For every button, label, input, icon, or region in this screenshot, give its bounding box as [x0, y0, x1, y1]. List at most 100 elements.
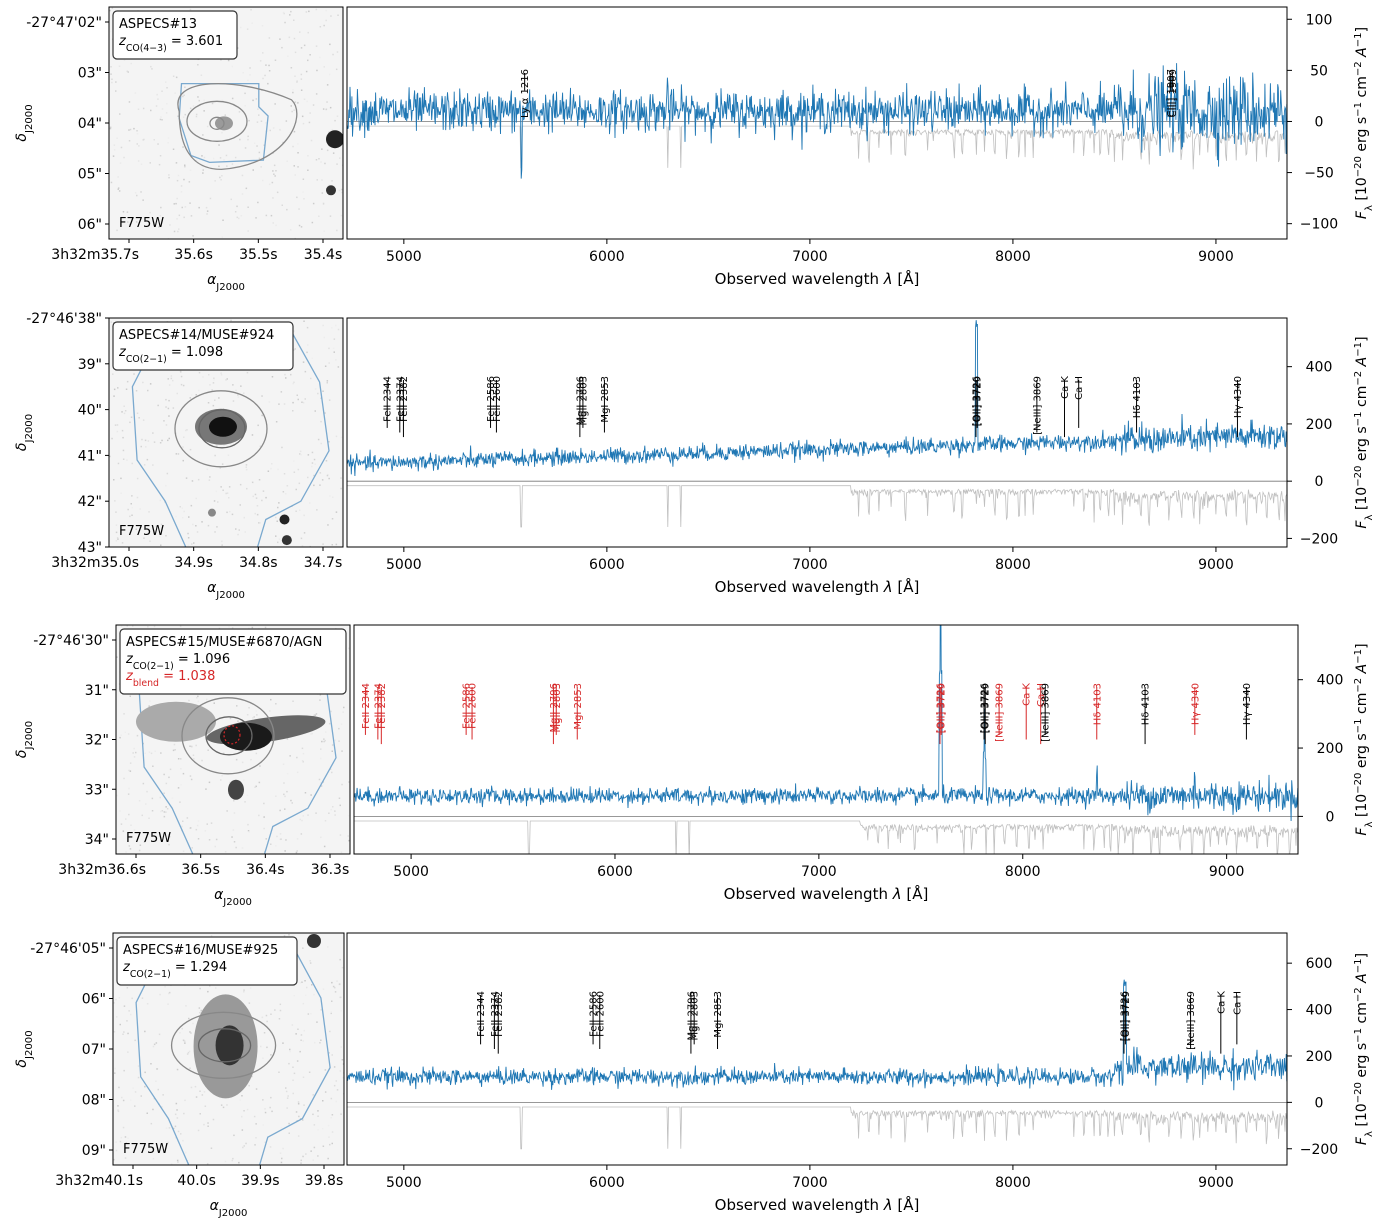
dec-tick-label: 33" [85, 782, 109, 798]
thumbnail-frame [108, 317, 344, 548]
galaxy [215, 1025, 244, 1066]
x-tick-label: 7000 [792, 1175, 828, 1191]
y-tick-label: 400 [1306, 1003, 1333, 1019]
line-marker-label: FeII 2344 [361, 683, 372, 729]
dec-tick-label: 08" [82, 1093, 106, 1109]
y-tick-label: 100 [1306, 12, 1333, 28]
x-tick-label: 6000 [589, 557, 625, 573]
thumbnail-1: ASPECS#13 zCO(4−3) = 3.601 F775W -27°47'02"… [14, 6, 344, 293]
y-tick-label: −200 [1300, 531, 1338, 547]
neighbour-source [227, 779, 244, 800]
co-contour-outer [181, 697, 275, 775]
dec-tick-label: 39" [78, 357, 102, 373]
label-box [116, 936, 298, 986]
line-marker-label: [OII] 3729 [937, 683, 948, 733]
redshift-label: zCO(2−1) = 1.098 [118, 345, 223, 365]
dec-axis-label: δJ2000 [14, 1030, 35, 1067]
panel-1: ASPECS#13 zCO(4−3) = 3.601 F775W -27°47'02"… [14, 6, 1375, 293]
spectrum-frame [346, 932, 1288, 1166]
line-marker-label: CIII] 1907 [1166, 69, 1177, 117]
line-marker-label: MgII 2803 [690, 991, 701, 1041]
ra-axis-label: αJ2000 [214, 887, 252, 908]
x-tick-label: 6000 [589, 249, 625, 265]
ra-tick-label: 35.4s [304, 247, 342, 263]
thumbnail-4: ASPECS#16/MUSE#925 zCO(2−1) = 1.294 F775W -… [14, 932, 345, 1219]
panel-2: ASPECS#14/MUSE#924 zCO(2−1) = 1.098 F775W -… [14, 311, 1375, 601]
x-tick-label: 6000 [597, 864, 633, 880]
dec-tick-label: -27°46'05" [30, 941, 106, 957]
x-axis-label: Observed wavelength λ [Å] [724, 884, 929, 903]
ra-tick-label: 3h32m40.1s [55, 1173, 143, 1189]
neighbour-source [281, 535, 292, 546]
line-marker-label: CIII] 1909 [1168, 69, 1179, 117]
y-tick-label: 0 [1315, 114, 1324, 130]
line-marker-label: Hγ 4340 [1190, 683, 1201, 725]
dec-axis-label: δJ2000 [14, 721, 35, 758]
dec-tick-label: 41" [78, 448, 102, 464]
line-marker-label: FeII 2586 [486, 376, 497, 422]
ra-axis-label: αJ2000 [207, 580, 245, 601]
line-marker-label: MgII 2796 [575, 376, 586, 426]
co-contour-inner [209, 116, 225, 130]
line-marker-label: Ca H [1232, 991, 1243, 1015]
ra-tick-label: 39.8s [305, 1173, 343, 1189]
ra-tick-label: 39.9s [241, 1173, 279, 1189]
x-tick-label: 9000 [1209, 864, 1245, 880]
line-marker-label: MgII 2796 [549, 683, 560, 733]
redshift-label: zCO(4−3) = 3.601 [118, 34, 223, 54]
co-contour-outer [177, 82, 298, 171]
x-axis-label: Observed wavelength λ [Å] [715, 269, 920, 288]
line-marker-label: Ly α 1216 [520, 69, 531, 118]
line-marker-label: FeII 2382 [494, 991, 505, 1037]
dec-tick-label: 34" [85, 832, 109, 848]
y-tick-label: 600 [1306, 956, 1333, 972]
x-tick-label: 5000 [386, 1175, 422, 1191]
noise-spectrum [347, 485, 1287, 528]
x-tick-label: 9000 [1198, 557, 1234, 573]
line-marker-label: [OII] 3729 [981, 683, 992, 733]
neighbour-source [326, 185, 336, 196]
noise-spectrum [347, 125, 1287, 170]
line-marker-label: Ca H [1036, 683, 1047, 707]
x-tick-label: 7000 [792, 557, 828, 573]
line-marker-label: FeII 2586 [589, 991, 600, 1037]
line-marker-label: FeII 2382 [399, 376, 410, 422]
line-marker-label: MgI 2853 [600, 376, 611, 423]
dec-tick-label: 42" [78, 494, 102, 510]
y-axis-label: Fλ [10−20 erg s−1 cm−2 A−1] [1353, 27, 1375, 219]
line-marker-label: FeII 2600 [595, 991, 606, 1037]
neighbour-source [279, 514, 290, 525]
y-axis-label: Fλ [10−20 erg s−1 cm−2 A−1] [1353, 643, 1375, 835]
object-id-label: ASPECS#15/MUSE#6870/AGN [126, 635, 322, 650]
x-tick-label: 5000 [386, 557, 422, 573]
galaxy [219, 722, 272, 751]
line-marker-label: Hδ 4103 [1132, 376, 1143, 418]
dec-tick-label: -27°46'30" [33, 633, 109, 649]
x-tick-label: 7000 [801, 864, 837, 880]
dec-tick-label: 32" [85, 733, 109, 749]
dec-tick-label: 07" [82, 1042, 106, 1058]
x-tick-label: 8000 [995, 1175, 1031, 1191]
x-tick-label: 8000 [995, 249, 1031, 265]
line-marker-label: MgI 2853 [573, 683, 584, 730]
line-marker-label: Ca H [1074, 376, 1085, 400]
dec-tick-label: -27°46'38" [26, 311, 102, 327]
line-marker-label: FeII 2586 [462, 683, 473, 729]
filter-label: F775W [123, 1142, 168, 1157]
blend-region [223, 725, 241, 745]
spectrum-frame [346, 317, 1288, 548]
x-axis-label: Observed wavelength λ [Å] [715, 577, 920, 596]
line-marker-label: Hγ 4340 [1242, 683, 1253, 725]
ra-tick-label: 36.3s [311, 862, 349, 878]
line-marker-label: FeII 2344 [383, 376, 394, 422]
object-id-label: ASPECS#13 [119, 17, 197, 32]
flux-spectrum [347, 63, 1287, 179]
thumbnail-3: ASPECS#15/MUSE#6870/AGN zCO(2−1) = 1.096z… [14, 624, 351, 908]
x-tick-label: 5000 [386, 249, 422, 265]
neighbour-source [306, 934, 321, 948]
line-marker-label: [NeIII] 3869 [1041, 683, 1052, 742]
panel-4: ASPECS#16/MUSE#925 zCO(2−1) = 1.294 F775W -… [14, 932, 1375, 1219]
x-tick-label: 9000 [1198, 249, 1234, 265]
